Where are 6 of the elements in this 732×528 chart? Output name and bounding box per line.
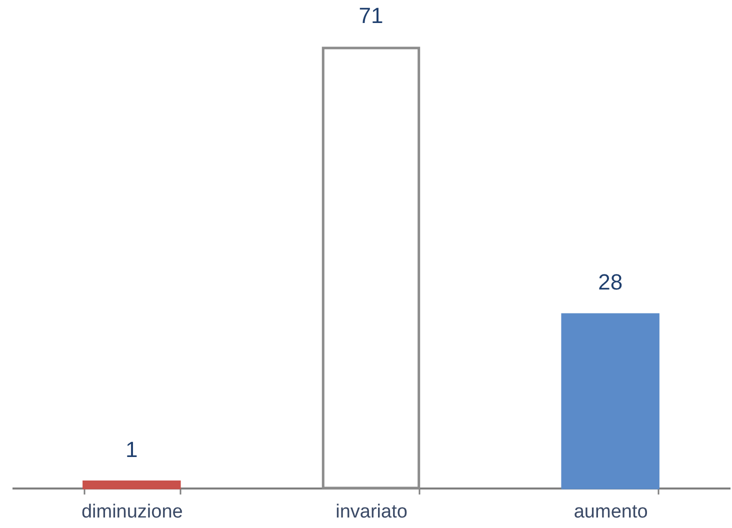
x-tick-label: diminuzione	[81, 502, 183, 522]
x-tick-label: aumento	[574, 502, 648, 522]
data-label: 28	[598, 269, 623, 294]
data-label: 71	[358, 3, 384, 28]
x-tick-label: invariato	[336, 502, 408, 522]
data-label: 1	[126, 436, 138, 462]
